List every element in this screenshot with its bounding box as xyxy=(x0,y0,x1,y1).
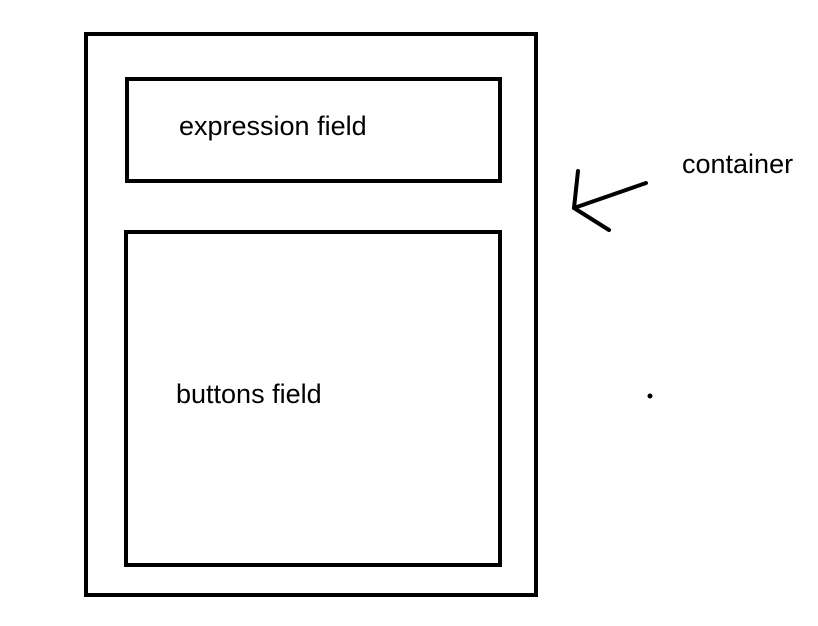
container-label: container xyxy=(682,149,794,179)
stray-dot xyxy=(647,393,653,399)
buttons-field-box xyxy=(124,230,502,567)
arrow-icon xyxy=(572,169,648,232)
expression-field-box xyxy=(125,77,502,183)
arrow-head-lower xyxy=(572,206,611,232)
expression-field-label: expression field xyxy=(179,111,367,141)
arrow-shaft xyxy=(572,181,648,210)
arrow-head-upper xyxy=(572,169,580,210)
buttons-field-label: buttons field xyxy=(176,379,322,409)
